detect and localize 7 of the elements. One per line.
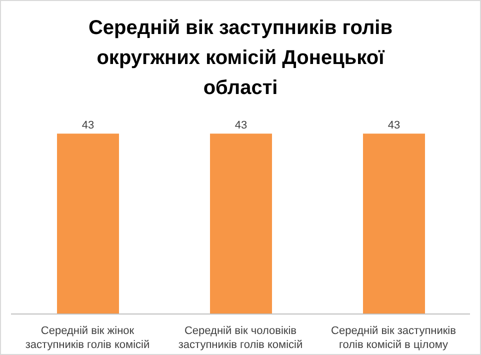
- data-label: 43: [234, 120, 248, 132]
- data-label: 43: [82, 120, 94, 132]
- x-tick-label: Середній вік жінок заступників голів комісій: [25, 325, 150, 351]
- chart-title: Середній вік заступників голів округжних комісій Донецької області: [87, 16, 394, 101]
- data-label: 43: [388, 120, 400, 132]
- x-tick-label: Середній вік заступників голів комісій в цілому: [331, 325, 456, 351]
- x-tick-label: Середній вік чоловіків заступників голів комісій: [178, 325, 303, 351]
